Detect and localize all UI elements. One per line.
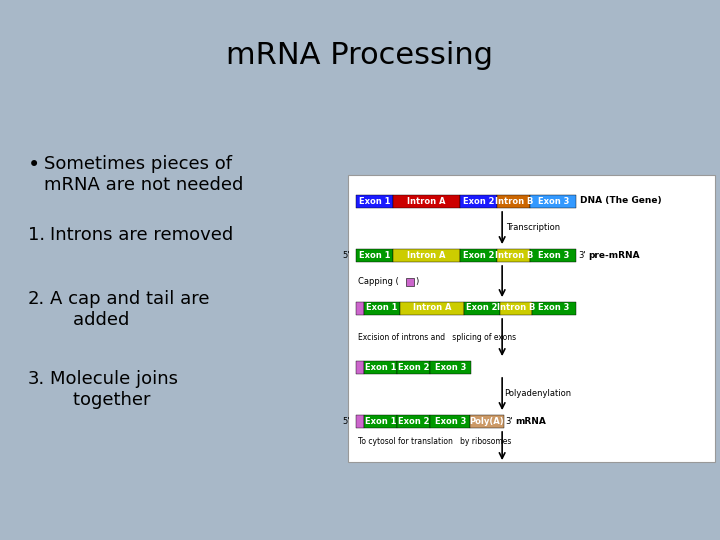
Bar xyxy=(393,248,460,261)
Text: Introns are removed: Introns are removed xyxy=(50,226,233,244)
Text: Exon 3: Exon 3 xyxy=(539,303,570,313)
Text: 3.: 3. xyxy=(28,370,45,388)
Bar xyxy=(430,415,470,428)
Text: Exon 1: Exon 1 xyxy=(359,251,390,260)
Bar xyxy=(356,301,364,314)
Text: Poly(A): Poly(A) xyxy=(469,416,504,426)
Text: 3': 3' xyxy=(578,251,586,260)
Text: ): ) xyxy=(415,277,418,286)
Bar xyxy=(364,415,397,428)
Bar xyxy=(397,415,430,428)
Text: Intron A: Intron A xyxy=(408,197,446,206)
Text: Capping (: Capping ( xyxy=(358,277,399,286)
Text: Exon 2: Exon 2 xyxy=(467,303,498,313)
Text: Intron A: Intron A xyxy=(408,251,446,260)
Text: Intron A: Intron A xyxy=(413,303,451,313)
Text: Intron B: Intron B xyxy=(497,303,536,313)
Text: 5': 5' xyxy=(343,416,350,426)
Text: Sometimes pieces of
mRNA are not needed: Sometimes pieces of mRNA are not needed xyxy=(44,155,243,194)
Bar xyxy=(470,415,503,428)
Bar xyxy=(460,248,498,261)
Text: Exon 1: Exon 1 xyxy=(365,416,396,426)
Bar xyxy=(400,301,464,314)
Text: mRNA Processing: mRNA Processing xyxy=(227,40,493,70)
Bar xyxy=(356,248,393,261)
Text: 5': 5' xyxy=(343,251,350,260)
Text: Exon 3: Exon 3 xyxy=(538,251,569,260)
Text: Exon 3: Exon 3 xyxy=(435,362,466,372)
Bar xyxy=(393,194,460,207)
Bar xyxy=(500,301,532,314)
Bar xyxy=(531,194,576,207)
Text: Exon 1: Exon 1 xyxy=(366,303,397,313)
Bar xyxy=(430,361,470,374)
Bar xyxy=(498,194,531,207)
Bar xyxy=(397,361,430,374)
Text: Exon 2: Exon 2 xyxy=(398,416,429,426)
Bar xyxy=(348,175,715,462)
Bar xyxy=(531,248,576,261)
Text: Exon 3: Exon 3 xyxy=(435,416,466,426)
Text: mRNA: mRNA xyxy=(516,416,546,426)
Bar xyxy=(364,361,397,374)
Bar xyxy=(356,361,364,374)
Bar xyxy=(460,194,498,207)
Bar xyxy=(498,248,531,261)
Text: Exon 1: Exon 1 xyxy=(359,197,390,206)
Text: Intron B: Intron B xyxy=(495,197,533,206)
Bar xyxy=(364,301,400,314)
Text: Exon 3: Exon 3 xyxy=(538,197,569,206)
Bar xyxy=(532,301,576,314)
Text: 2.: 2. xyxy=(28,290,45,308)
Text: Transcription: Transcription xyxy=(506,224,560,233)
Text: Exon 2: Exon 2 xyxy=(463,251,495,260)
Text: 3': 3' xyxy=(505,416,513,426)
Text: Polyadenylation: Polyadenylation xyxy=(504,389,571,399)
Text: Exon 2: Exon 2 xyxy=(463,197,495,206)
Text: To cytosol for translation   by ribosomes: To cytosol for translation by ribosomes xyxy=(358,437,511,447)
Text: Molecule joins
    together: Molecule joins together xyxy=(50,370,178,409)
Bar xyxy=(356,415,364,428)
Bar xyxy=(356,194,393,207)
Text: Exon 1: Exon 1 xyxy=(365,362,396,372)
Text: Excision of introns and   splicing of exons: Excision of introns and splicing of exon… xyxy=(358,333,516,342)
Bar xyxy=(464,301,500,314)
Text: A cap and tail are
    added: A cap and tail are added xyxy=(50,290,210,329)
Text: 1.: 1. xyxy=(28,226,45,244)
Bar xyxy=(406,278,414,286)
Text: Exon 2: Exon 2 xyxy=(398,362,429,372)
Text: DNA (The Gene): DNA (The Gene) xyxy=(580,197,662,206)
Text: pre-mRNA: pre-mRNA xyxy=(588,251,640,260)
Text: •: • xyxy=(28,155,40,175)
Text: Intron B: Intron B xyxy=(495,251,533,260)
